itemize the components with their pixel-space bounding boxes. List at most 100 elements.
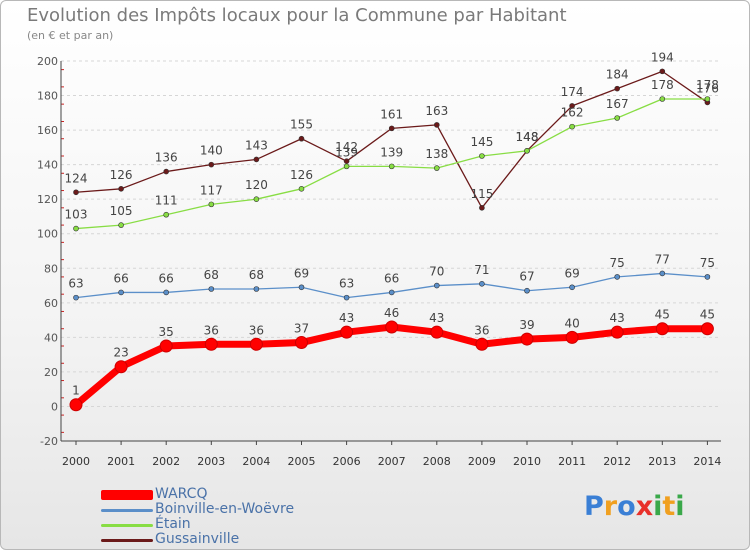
- data-point: [388, 163, 395, 170]
- data-point: [163, 289, 169, 296]
- data-point: [569, 103, 575, 109]
- data-point: [249, 337, 263, 351]
- legend-swatch: [101, 523, 153, 527]
- data-point: [388, 289, 395, 296]
- data-label: 184: [606, 68, 629, 82]
- data-point: [204, 337, 218, 351]
- data-label: 43: [339, 311, 354, 325]
- data-label: 36: [474, 323, 489, 337]
- data-label: 67: [519, 270, 534, 284]
- y-tick-label: 140: [37, 159, 58, 172]
- data-point: [614, 274, 621, 280]
- series-line-3: [75, 70, 708, 209]
- data-label: 174: [561, 85, 584, 99]
- data-label: 40: [564, 316, 579, 330]
- data-label: 126: [110, 168, 133, 182]
- data-point: [208, 161, 215, 168]
- y-tick-label: 40: [44, 331, 58, 344]
- data-label: 66: [159, 271, 174, 285]
- data-point: [479, 153, 485, 159]
- data-label: 36: [249, 323, 264, 337]
- data-label: 120: [245, 178, 268, 192]
- data-label: 143: [245, 138, 268, 152]
- data-label: 71: [474, 263, 489, 277]
- legend-label: Boinville-en-Woëvre: [155, 501, 295, 517]
- data-point: [475, 337, 489, 351]
- data-label: 139: [380, 145, 403, 159]
- x-tick-label: 2001: [107, 455, 135, 468]
- data-point: [479, 281, 485, 287]
- data-point: [659, 270, 666, 277]
- x-tick-label: 2003: [197, 455, 225, 468]
- data-label: 45: [700, 308, 715, 322]
- data-point: [343, 294, 350, 301]
- legend-swatch: [101, 490, 153, 500]
- data-label: 142: [335, 140, 358, 154]
- x-tick-label: 2013: [648, 455, 676, 468]
- data-label: 68: [249, 268, 264, 282]
- data-point: [298, 284, 305, 291]
- data-label: 115: [470, 187, 493, 201]
- data-label: 63: [339, 277, 354, 291]
- data-label: 117: [200, 183, 223, 197]
- data-label: 43: [610, 311, 625, 325]
- data-point: [253, 156, 260, 163]
- x-tick-label: 2009: [468, 455, 496, 468]
- y-tick-label: 80: [44, 262, 58, 275]
- data-label: 176: [696, 81, 719, 95]
- x-tick-label: 2008: [423, 455, 451, 468]
- data-label: 36: [204, 323, 219, 337]
- data-label: 124: [65, 171, 88, 185]
- y-tick-label: 20: [44, 366, 58, 379]
- x-tick-label: 2010: [513, 455, 541, 468]
- data-point: [340, 325, 354, 339]
- data-label: 45: [655, 308, 670, 322]
- data-point: [614, 115, 621, 121]
- data-point: [118, 289, 124, 296]
- x-tick-label: 2006: [333, 455, 361, 468]
- data-label: 66: [384, 271, 399, 285]
- data-label: 161: [380, 107, 403, 121]
- data-point: [298, 135, 305, 142]
- data-point: [610, 325, 624, 339]
- data-label: 39: [519, 318, 534, 332]
- legend-swatch: [101, 508, 153, 512]
- data-label: 148: [516, 130, 539, 144]
- y-tick-label: 60: [44, 297, 58, 310]
- data-point: [253, 196, 260, 202]
- data-label: 105: [110, 204, 133, 218]
- data-point: [659, 68, 666, 75]
- y-tick-label: 0: [51, 400, 58, 413]
- data-point: [524, 148, 530, 154]
- data-label: 167: [606, 97, 629, 111]
- data-label: 136: [155, 151, 178, 165]
- data-point: [433, 282, 440, 289]
- data-label: 63: [68, 277, 83, 291]
- logo-letter: P: [584, 491, 604, 522]
- data-point: [433, 165, 440, 171]
- data-label: 1: [72, 384, 80, 398]
- data-label: 194: [651, 50, 674, 64]
- y-tick-label: 160: [37, 124, 58, 137]
- data-point: [569, 284, 575, 291]
- data-point: [73, 294, 79, 301]
- data-point: [298, 186, 305, 192]
- data-label: 148: [516, 130, 539, 144]
- data-point: [614, 85, 621, 92]
- data-label: 162: [561, 106, 584, 120]
- logo-letter: t: [662, 491, 676, 522]
- data-point: [700, 322, 714, 336]
- data-point: [295, 336, 308, 350]
- logo-letter: r: [603, 491, 618, 522]
- x-tick-label: 2014: [693, 455, 721, 468]
- legend-swatch: [101, 538, 153, 542]
- data-point: [73, 225, 79, 232]
- data-point: [253, 286, 260, 292]
- data-point: [565, 330, 579, 344]
- data-label: 69: [564, 266, 579, 280]
- data-label: 35: [159, 325, 174, 339]
- data-point: [655, 322, 669, 336]
- data-label: 43: [429, 311, 444, 325]
- data-point: [163, 211, 169, 218]
